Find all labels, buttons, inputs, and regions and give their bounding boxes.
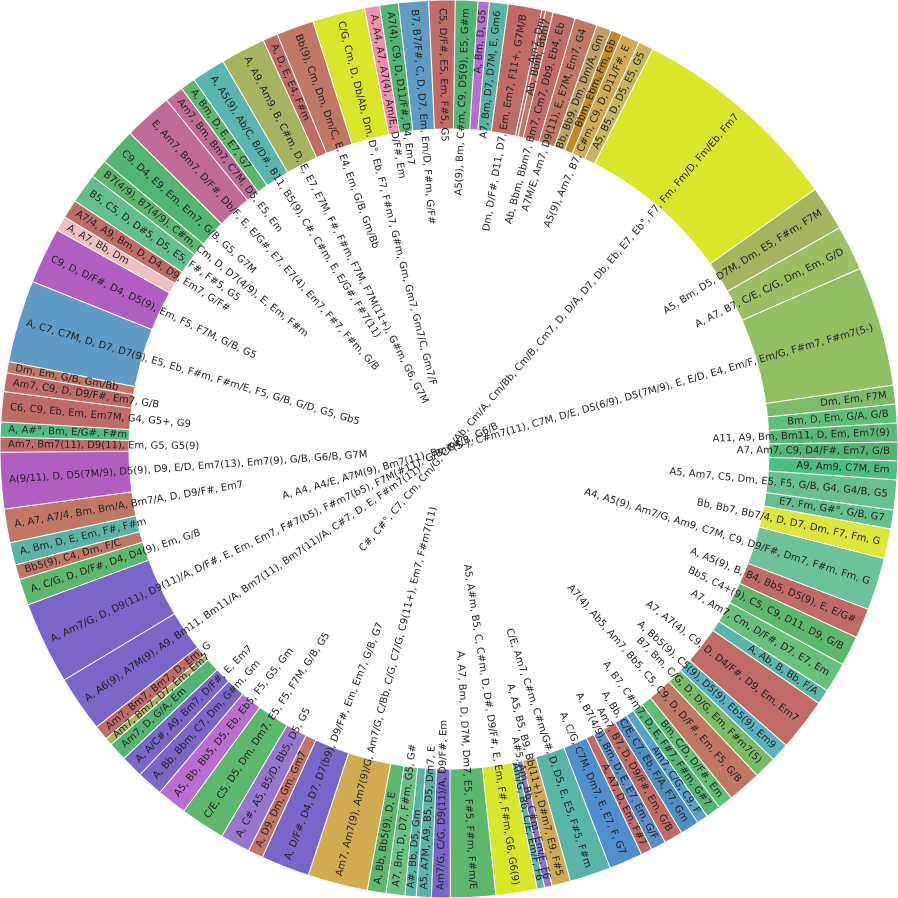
slice-label: C5, D/F#, E5, Em, F#5, G5 [437, 8, 450, 142]
slice-label: Am7/G, C/G, D9(11)/A, D9/F#, Em [435, 720, 449, 890]
slice-label: A, Bm, D, G5 [473, 9, 489, 74]
slice-label: Am7, Bm7(11), D9(11), Em, G5, G5(9) [8, 439, 199, 452]
slice-label: A, A#°, Bm, E/G#, F#m [8, 424, 127, 440]
donut-slice [583, 41, 654, 165]
slice-label: A7, Am7, C9, D4/F#, Em7, G/B [737, 445, 890, 457]
slice-label: A9, Am9, C7M, Em [796, 460, 890, 475]
